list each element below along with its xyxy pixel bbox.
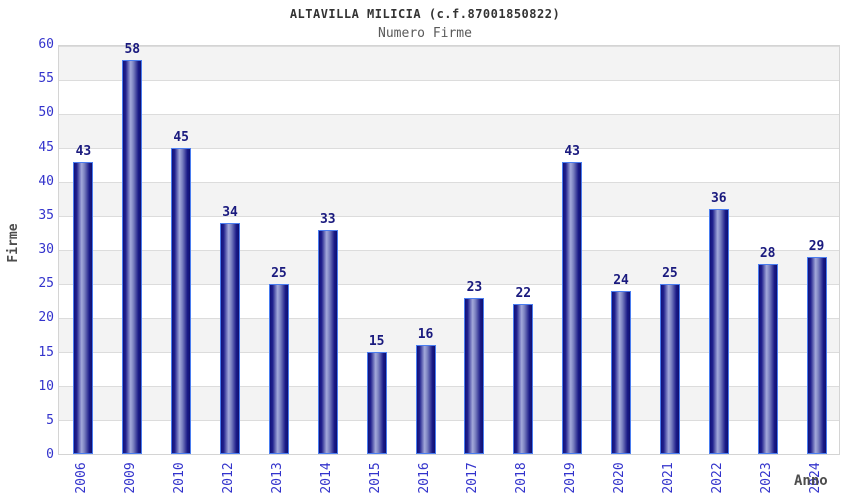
bar-2017 <box>464 297 485 454</box>
bar-2019 <box>562 161 583 454</box>
bar-slot: 25 <box>255 46 304 454</box>
bar-slot: 15 <box>352 46 401 454</box>
bar-value-label: 16 <box>417 327 434 343</box>
bar-2018 <box>513 304 534 454</box>
bar-slot: 45 <box>157 46 206 454</box>
y-tick-label: 35 <box>38 207 54 223</box>
bar-slot: 28 <box>743 46 792 454</box>
chart-subtitle: Numero Firme <box>378 26 472 41</box>
x-tick-label-2017: 2017 <box>465 462 481 494</box>
x-tick-label-2010: 2010 <box>172 462 188 494</box>
y-axis-title: Firme <box>6 223 21 263</box>
y-tick-label: 45 <box>38 139 54 155</box>
x-tick-label-2012: 2012 <box>221 462 237 494</box>
bar-2012 <box>220 222 241 454</box>
bar-value-label: 24 <box>613 272 629 288</box>
bar-2024 <box>806 256 827 454</box>
bar-slot: 36 <box>694 46 743 454</box>
bar-2013 <box>268 284 289 454</box>
y-tick-label: 10 <box>38 378 54 394</box>
bar-slot: 58 <box>108 42 157 454</box>
grid-band <box>59 114 839 148</box>
y-tick-label: 0 <box>46 447 54 462</box>
bar-2022 <box>708 209 729 454</box>
bar-slot: 43 <box>59 46 108 454</box>
chart-title: ALTAVILLA MILICIA (c.f.87001850822) <box>289 7 561 21</box>
bar-value-label: 22 <box>515 286 532 302</box>
bar-value-label: 15 <box>368 334 385 349</box>
bar-2015 <box>366 352 387 454</box>
bar-2010 <box>171 148 192 454</box>
y-tick-label: 15 <box>38 344 54 360</box>
y-tick-label: 20 <box>38 310 54 326</box>
bar-value-label: 43 <box>75 143 92 159</box>
bar-value-label: 58 <box>124 41 141 57</box>
bar-value-label: 25 <box>662 266 678 281</box>
bar-value-label: 43 <box>564 143 581 159</box>
bar-2009 <box>122 59 143 454</box>
bar-value-label: 28 <box>759 245 776 261</box>
x-tick-label-2023: 2023 <box>758 462 774 494</box>
y-tick-label: 5 <box>46 412 54 428</box>
x-tick-label-2022: 2022 <box>709 462 725 494</box>
x-tick-label-2019: 2019 <box>563 462 579 494</box>
bar-value-label: 29 <box>808 238 825 254</box>
bar-2023 <box>757 263 778 454</box>
bar-2006 <box>73 161 94 454</box>
bar-slot: 29 <box>792 46 841 454</box>
x-tick-label-2006: 2006 <box>74 462 90 494</box>
bar-2014 <box>317 229 338 454</box>
bar-value-label: 33 <box>319 211 336 227</box>
grid-band <box>59 46 839 80</box>
y-tick-label: 50 <box>38 105 54 121</box>
bar-slot: 34 <box>206 46 255 454</box>
x-tick-label-2021: 2021 <box>660 462 676 494</box>
x-axis-title: Anno <box>794 473 828 489</box>
grid-band <box>59 80 839 114</box>
bar-slot: 16 <box>401 46 450 454</box>
bar-slot: 25 <box>646 46 695 454</box>
x-tick-label-2014: 2014 <box>318 462 334 494</box>
bar-value-label: 34 <box>222 204 238 220</box>
bar-2016 <box>415 345 436 454</box>
x-tick-label-2018: 2018 <box>514 462 530 494</box>
x-tick-label-2009: 2009 <box>123 462 139 494</box>
y-tick-label: 25 <box>38 276 54 292</box>
bar-slot: 24 <box>597 46 646 454</box>
x-tick-label-2016: 2016 <box>416 462 432 494</box>
y-tick-label: 60 <box>38 37 54 52</box>
plot-area: 43 58 45 34 25 33 15 16 23 22 43 24 25 36 28 29 <box>58 42 841 455</box>
x-tick-label-2020: 2020 <box>612 462 628 494</box>
y-tick-label: 40 <box>38 173 54 189</box>
bar-slot: 22 <box>499 46 548 454</box>
x-tick-label-2015: 2015 <box>367 462 383 494</box>
bar-slot: 23 <box>450 46 499 454</box>
y-tick-label: 55 <box>38 71 54 87</box>
bar-value-label: 25 <box>271 266 287 281</box>
x-tick-label-2013: 2013 <box>269 462 285 494</box>
bar-2020 <box>611 290 632 454</box>
y-axis-tick-labels: 0 5 10 15 20 25 30 35 40 45 50 55 60 <box>0 37 54 462</box>
bar-value-label: 23 <box>466 279 483 295</box>
bar-slot: 43 <box>548 46 597 454</box>
bar-value-label: 45 <box>173 130 190 145</box>
bar-2021 <box>659 284 680 454</box>
bar-slot: 33 <box>303 46 352 454</box>
y-tick-label: 30 <box>38 242 54 257</box>
bar-value-label: 36 <box>710 191 727 207</box>
x-axis-tick-labels: 2006 2009 2010 2012 2013 2014 2015 2016 2017 2018… <box>58 455 840 500</box>
